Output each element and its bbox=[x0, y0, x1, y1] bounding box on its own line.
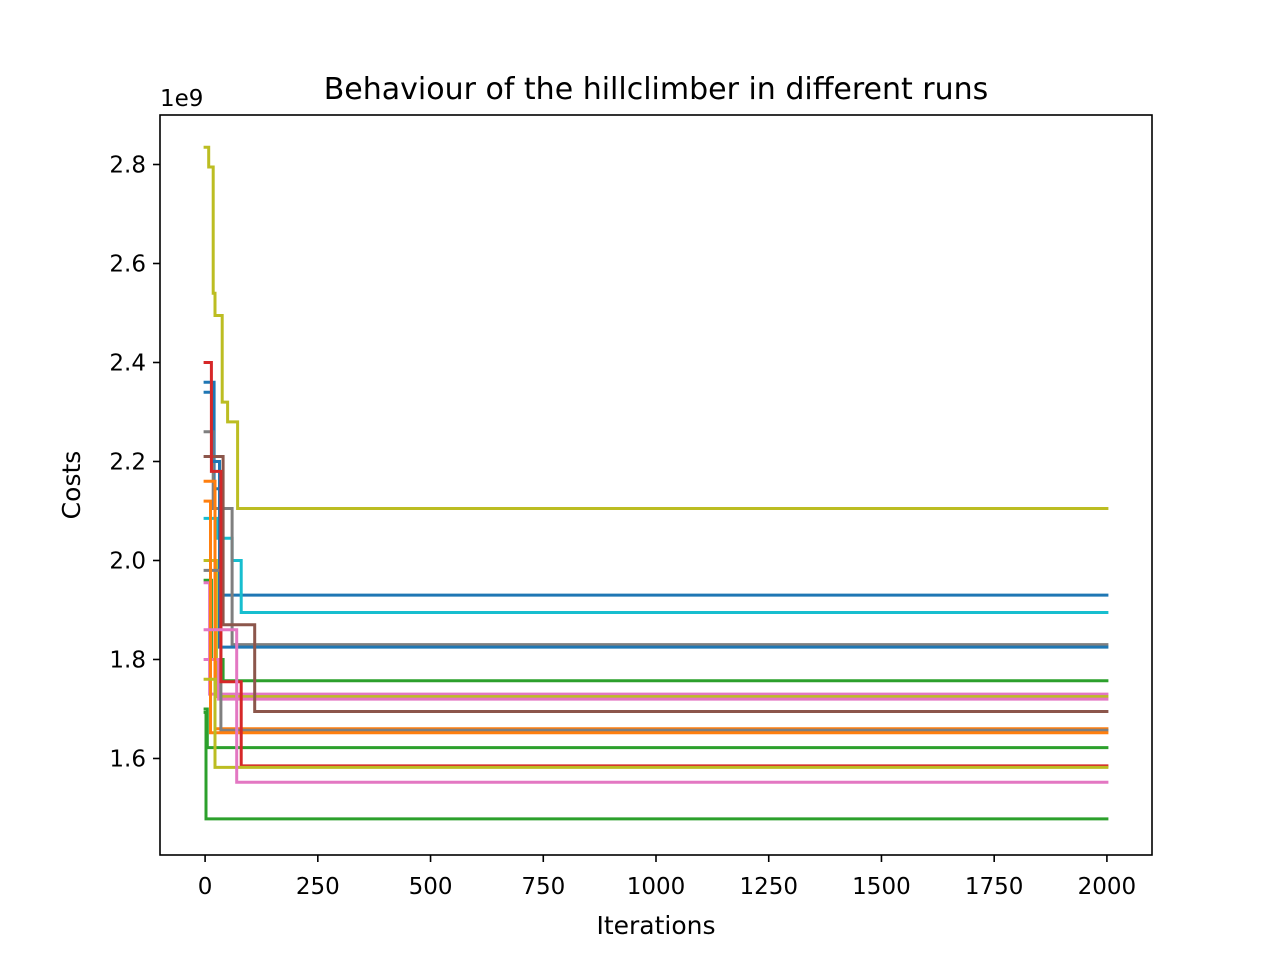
x-axis-label: Iterations bbox=[596, 911, 715, 940]
x-tick-label: 500 bbox=[409, 874, 453, 900]
x-tick-label: 250 bbox=[296, 874, 340, 900]
plot-area bbox=[159, 114, 1153, 856]
y-axis-ticks: 1.6 1.8 2.0 2.2 2.4 2.6 2.8 bbox=[109, 152, 160, 772]
series-line-16 bbox=[203, 677, 1109, 769]
y-tick-label: 2.4 bbox=[109, 350, 146, 376]
y-tick-label: 2.6 bbox=[109, 251, 146, 277]
series-layer bbox=[203, 145, 1109, 821]
chart-title: Behaviour of the hillclimber in differen… bbox=[324, 72, 989, 107]
series-line-15 bbox=[203, 361, 1109, 768]
y-tick-label: 1.6 bbox=[109, 746, 146, 772]
x-tick-label: 0 bbox=[198, 874, 213, 900]
series-line-1 bbox=[203, 145, 1109, 510]
x-tick-label: 750 bbox=[521, 874, 565, 900]
y-axis-offset-label: 1e9 bbox=[160, 86, 203, 112]
x-tick-label: 2000 bbox=[1078, 874, 1137, 900]
x-tick-label: 1250 bbox=[739, 874, 798, 900]
y-tick-label: 2.8 bbox=[109, 152, 146, 178]
x-tick-label: 1750 bbox=[965, 874, 1024, 900]
series-line-17 bbox=[203, 628, 1109, 784]
y-axis-label: Costs bbox=[57, 451, 86, 520]
x-tick-label: 1500 bbox=[852, 874, 911, 900]
x-tick-label: 1000 bbox=[627, 874, 686, 900]
y-tick-label: 1.8 bbox=[109, 647, 146, 673]
series-line-10 bbox=[203, 455, 1109, 713]
series-line-13 bbox=[203, 499, 1109, 735]
series-line-18 bbox=[203, 710, 1109, 821]
x-axis-ticks: 0 250 500 750 1000 1250 1500 1750 2000 bbox=[198, 855, 1136, 900]
y-tick-label: 2.0 bbox=[109, 548, 146, 574]
y-tick-label: 2.2 bbox=[109, 449, 146, 475]
